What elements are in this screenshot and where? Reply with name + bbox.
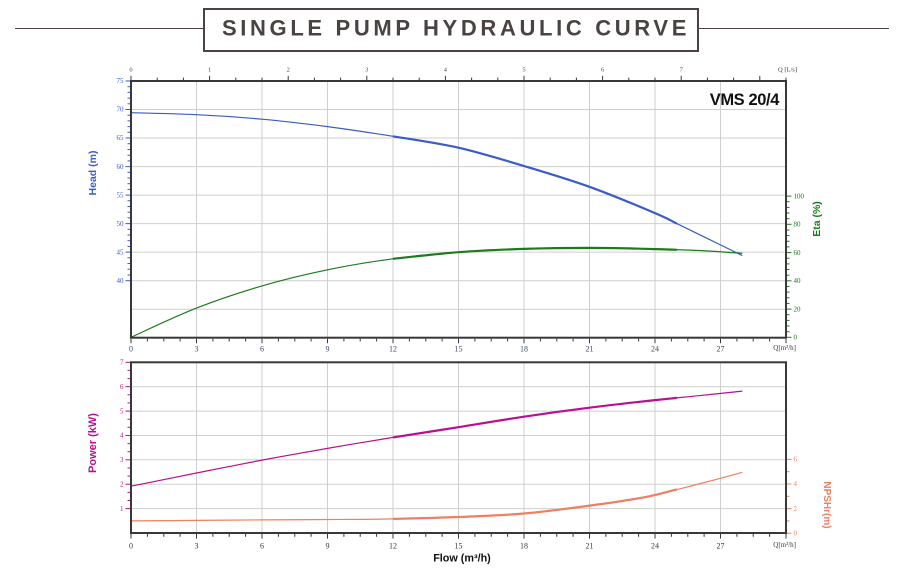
svg-text:24: 24 — [651, 542, 659, 551]
svg-text:9: 9 — [326, 345, 330, 354]
svg-text:4: 4 — [794, 480, 798, 488]
svg-text:1: 1 — [120, 505, 124, 513]
svg-text:0: 0 — [129, 542, 133, 551]
svg-text:Power (kW): Power (kW) — [87, 413, 99, 473]
svg-text:2: 2 — [287, 67, 290, 74]
svg-text:Q[m³/h]: Q[m³/h] — [773, 541, 796, 549]
svg-text:15: 15 — [455, 542, 463, 551]
svg-text:6: 6 — [794, 456, 798, 464]
svg-text:75: 75 — [117, 77, 125, 85]
svg-text:24: 24 — [651, 345, 659, 354]
svg-text:Eta (%): Eta (%) — [811, 201, 823, 237]
svg-text:7: 7 — [680, 67, 684, 74]
svg-text:Q[m³/h]: Q[m³/h] — [773, 344, 796, 352]
svg-text:VMS 20/4: VMS 20/4 — [710, 91, 780, 109]
svg-text:0: 0 — [794, 529, 798, 537]
svg-text:3: 3 — [365, 67, 368, 74]
svg-text:60: 60 — [117, 163, 125, 171]
svg-text:21: 21 — [586, 345, 594, 354]
svg-text:45: 45 — [117, 248, 125, 256]
svg-text:60: 60 — [794, 249, 802, 257]
svg-text:20: 20 — [794, 305, 802, 313]
svg-text:2: 2 — [794, 505, 798, 513]
svg-text:NPSHr(m): NPSHr(m) — [821, 481, 832, 528]
svg-text:3: 3 — [195, 542, 199, 551]
svg-text:3: 3 — [195, 345, 199, 354]
svg-text:5: 5 — [120, 407, 124, 415]
svg-text:70: 70 — [117, 106, 125, 114]
svg-text:15: 15 — [455, 345, 463, 354]
svg-text:5: 5 — [522, 67, 525, 74]
svg-text:9: 9 — [326, 542, 330, 551]
svg-text:4: 4 — [444, 67, 448, 74]
svg-text:27: 27 — [717, 542, 725, 551]
svg-text:6: 6 — [260, 345, 264, 354]
svg-text:7: 7 — [120, 359, 124, 367]
svg-text:1: 1 — [208, 67, 211, 74]
svg-text:40: 40 — [117, 277, 125, 285]
svg-text:55: 55 — [117, 191, 125, 199]
svg-text:0: 0 — [129, 345, 133, 354]
svg-text:18: 18 — [520, 542, 528, 551]
svg-text:12: 12 — [389, 542, 397, 551]
svg-text:3: 3 — [120, 456, 124, 464]
svg-text:6: 6 — [260, 542, 264, 551]
svg-text:12: 12 — [389, 345, 397, 354]
svg-text:27: 27 — [717, 345, 725, 354]
svg-text:0: 0 — [129, 67, 132, 74]
svg-text:0: 0 — [794, 334, 798, 342]
svg-text:2: 2 — [120, 480, 124, 488]
svg-text:6: 6 — [601, 67, 605, 74]
svg-text:80: 80 — [794, 221, 802, 229]
svg-text:Head (m): Head (m) — [87, 151, 99, 196]
svg-text:50: 50 — [117, 220, 125, 228]
svg-text:4: 4 — [120, 432, 124, 440]
svg-text:Q [L/s]: Q [L/s] — [778, 67, 797, 74]
svg-text:40: 40 — [794, 277, 802, 285]
svg-text:Flow (m³/h): Flow (m³/h) — [433, 553, 491, 565]
svg-text:SINGLE PUMP HYDRAULIC CURVE: SINGLE PUMP HYDRAULIC CURVE — [222, 16, 690, 41]
svg-text:100: 100 — [794, 192, 805, 200]
svg-text:65: 65 — [117, 134, 125, 142]
svg-text:21: 21 — [586, 542, 594, 551]
svg-text:6: 6 — [120, 383, 124, 391]
svg-text:18: 18 — [520, 345, 528, 354]
